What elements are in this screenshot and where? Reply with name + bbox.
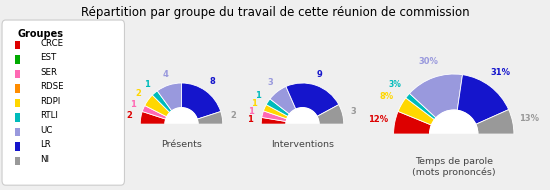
Wedge shape — [261, 117, 286, 124]
Text: 2: 2 — [136, 89, 142, 98]
Text: 2: 2 — [126, 112, 133, 120]
Text: RDPI: RDPI — [40, 97, 60, 106]
Wedge shape — [142, 105, 167, 119]
Bar — [15, 55, 20, 64]
Wedge shape — [476, 110, 514, 134]
Text: SER: SER — [40, 68, 57, 77]
Text: Groupes: Groupes — [17, 29, 63, 39]
Text: CRCE: CRCE — [40, 39, 63, 48]
Circle shape — [165, 108, 198, 141]
Text: NI: NI — [40, 155, 49, 164]
Wedge shape — [394, 111, 432, 134]
Wedge shape — [263, 105, 288, 119]
Text: Temps de parole
(mots prononcés): Temps de parole (mots prononcés) — [412, 157, 496, 177]
Bar — [15, 113, 20, 122]
Bar — [15, 128, 20, 136]
Wedge shape — [457, 75, 509, 124]
Text: RTLI: RTLI — [40, 111, 58, 120]
Bar — [15, 99, 20, 107]
Text: 30%: 30% — [418, 57, 438, 66]
Text: 1: 1 — [255, 91, 261, 100]
Bar — [15, 142, 20, 151]
Text: EST: EST — [40, 53, 57, 62]
Wedge shape — [410, 74, 463, 118]
Text: LR: LR — [40, 140, 51, 149]
Bar — [15, 70, 20, 78]
Text: 3: 3 — [351, 107, 356, 116]
Text: 1: 1 — [144, 80, 150, 89]
Text: 1: 1 — [130, 100, 136, 108]
Text: 1: 1 — [249, 107, 254, 116]
Text: 3%: 3% — [388, 80, 401, 89]
Text: 12%: 12% — [368, 115, 388, 124]
Wedge shape — [152, 91, 172, 113]
Wedge shape — [317, 105, 344, 124]
Circle shape — [430, 110, 478, 158]
Text: Interventions: Interventions — [271, 140, 334, 149]
Text: 1: 1 — [251, 99, 257, 108]
Text: 31%: 31% — [490, 68, 510, 77]
FancyBboxPatch shape — [2, 20, 124, 185]
Text: UC: UC — [40, 126, 53, 135]
Wedge shape — [286, 83, 339, 116]
Text: Répartition par groupe du travail de cette réunion de commission: Répartition par groupe du travail de cet… — [81, 6, 469, 19]
Bar — [15, 41, 20, 49]
Wedge shape — [262, 111, 287, 122]
Text: 4: 4 — [162, 70, 168, 78]
Text: 1: 1 — [247, 115, 253, 124]
Wedge shape — [197, 112, 223, 124]
Wedge shape — [406, 93, 436, 120]
Wedge shape — [145, 95, 170, 117]
Wedge shape — [157, 83, 182, 111]
Wedge shape — [398, 98, 434, 125]
Text: 8%: 8% — [380, 92, 394, 101]
Text: Présents: Présents — [161, 140, 202, 149]
Text: 3: 3 — [267, 78, 273, 87]
Wedge shape — [140, 112, 166, 124]
Text: 9: 9 — [317, 70, 322, 79]
Wedge shape — [270, 86, 296, 114]
Wedge shape — [266, 99, 289, 116]
Wedge shape — [182, 83, 221, 119]
Text: RDSE: RDSE — [40, 82, 64, 91]
Bar — [15, 84, 20, 93]
Circle shape — [286, 108, 319, 141]
Bar — [15, 157, 20, 165]
Text: 2: 2 — [230, 112, 236, 120]
Text: 13%: 13% — [519, 114, 539, 123]
Text: 8: 8 — [210, 77, 216, 86]
